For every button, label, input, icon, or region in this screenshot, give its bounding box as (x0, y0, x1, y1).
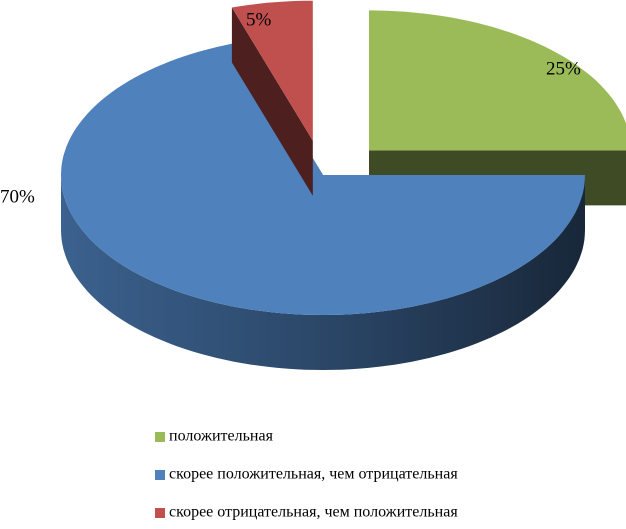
data-label: 25% (546, 58, 581, 79)
slice-side (231, 7, 313, 196)
slice (231, 0, 313, 196)
pie (61, 0, 626, 370)
slice-top (231, 0, 313, 141)
legend-label: скорее положительная, чем отрицательная (169, 466, 458, 483)
slice-top (61, 41, 585, 316)
slice-wall (61, 175, 585, 370)
slice-top (369, 10, 626, 151)
legend-swatch (155, 432, 165, 442)
legend-swatch (155, 508, 165, 518)
legend-label: положительная (169, 428, 274, 445)
data-label: 70% (0, 186, 35, 207)
data-label: 5% (246, 9, 272, 30)
legend: положительная скорее положительная, чем о… (155, 428, 458, 521)
legend-swatch (155, 470, 165, 480)
legend-label: скорее отрицательная, чем положительная (169, 504, 458, 521)
